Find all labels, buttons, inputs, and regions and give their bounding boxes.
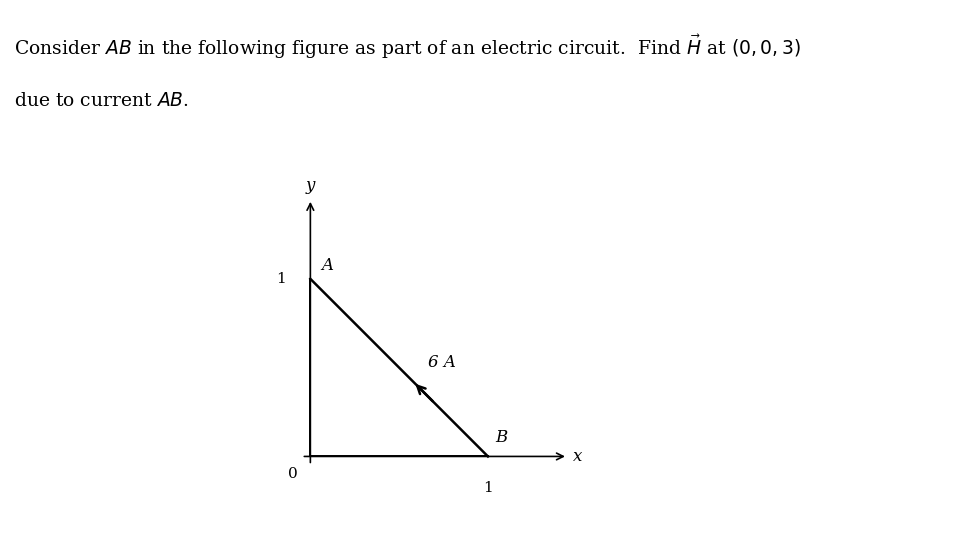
Text: 1: 1 [276,272,285,286]
Text: B: B [495,429,507,446]
Text: y: y [305,177,315,194]
Text: 1: 1 [483,481,492,495]
Text: x: x [573,448,583,465]
Text: A: A [321,256,333,274]
Text: 0: 0 [288,467,298,481]
Text: Consider $AB$ in the following figure as part of an electric circuit.  Find $\ve: Consider $AB$ in the following figure as… [14,32,802,60]
Text: due to current $AB$.: due to current $AB$. [14,92,189,110]
Text: 6 A: 6 A [427,354,455,371]
